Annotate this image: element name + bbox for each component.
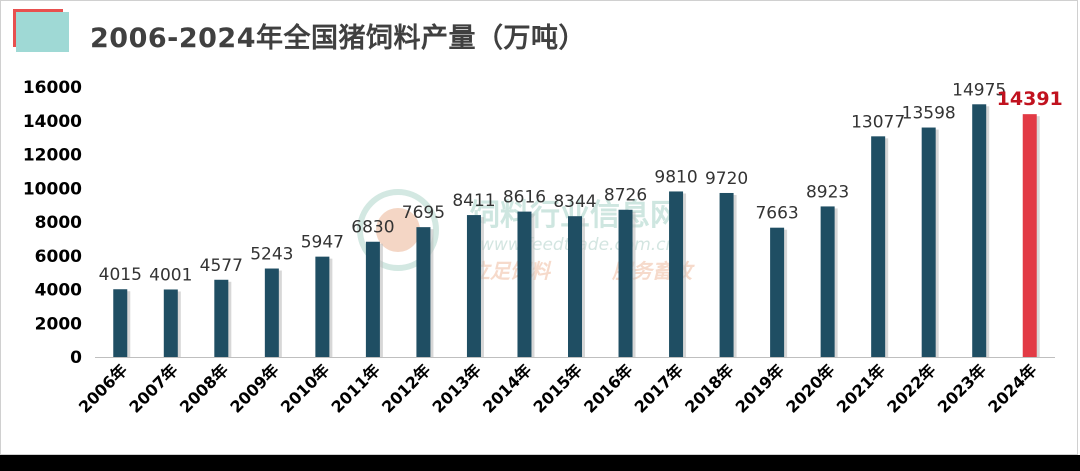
bar [416,227,431,357]
bar [568,216,582,357]
y-tick-label: 4000 [35,281,82,301]
x-tick-label: 2006年 [75,360,131,416]
x-tick-label: 2012年 [378,360,434,416]
chart-title: 2006-2024年全国猪饲料产量（万吨） [90,23,586,54]
data-label: 9720 [705,169,748,189]
data-label: 13598 [902,104,956,124]
data-label: 14391 [997,88,1063,110]
x-tick-label: 2013年 [429,360,485,416]
y-tick-label: 12000 [23,146,82,166]
data-label: 5947 [301,233,344,253]
x-tick-label: 2009年 [226,360,282,416]
x-tick-label: 2014年 [479,360,535,416]
bar-chart: 饲料行业信息网 www.feedtrade.com.cn 立足饲料 服务畜牧 0… [23,78,1063,417]
data-label: 7663 [755,204,798,224]
data-label: 8344 [553,192,596,212]
bar [719,192,734,357]
bar [315,256,330,357]
bar [921,127,936,357]
bar [618,209,633,357]
x-tick-label: 2019年 [732,360,788,416]
title-accent-line-vertical [13,9,16,47]
x-tick-label: 2023年 [934,360,990,416]
watermark-logo-center-icon [376,208,420,252]
data-label: 8411 [452,191,495,211]
x-tick-label: 2015年 [530,360,586,416]
x-tick-label: 2021年 [833,360,889,416]
x-tick-label: 2018年 [681,360,737,416]
y-tick-label: 0 [70,348,82,368]
data-label: 8923 [806,182,849,202]
x-tick-label: 2010年 [277,360,333,416]
data-label: 8616 [503,188,546,208]
bar [770,227,785,357]
data-label: 6830 [351,218,394,238]
y-tick-label: 14000 [23,112,82,132]
data-label: 14975 [952,80,1006,100]
watermark-logo-icon [357,189,439,271]
bar [669,191,684,357]
bar [113,289,128,357]
y-tick-label: 6000 [35,247,82,267]
data-label: 4015 [99,265,142,285]
x-tick-label: 2024年 [984,360,1040,416]
y-tick-label: 16000 [23,78,82,98]
data-label: 4001 [149,265,192,285]
bar [871,136,886,357]
bar [517,211,532,357]
x-tick-label: 2008年 [176,360,232,416]
bar [1022,114,1037,357]
data-label: 8726 [604,186,647,206]
bar [214,279,229,357]
bar [365,241,380,357]
data-label: 5243 [250,245,293,265]
bar [466,215,481,357]
title-accent-line [13,9,63,12]
x-tick-label: 2011年 [327,360,383,416]
footer-band [0,455,1080,471]
x-tick-label: 2022年 [883,360,939,416]
x-tick-label: 2016年 [580,360,636,416]
y-tick-label: 10000 [23,179,82,199]
data-label: 13077 [851,112,905,132]
chart-frame [0,0,1078,455]
bar [972,104,987,357]
x-tick-label: 2007年 [125,360,181,416]
y-tick-label: 2000 [35,314,82,334]
bar [820,206,835,357]
bar [264,268,279,357]
x-tick-label: 2020年 [782,360,838,416]
title-accent-box [16,12,69,52]
y-tick-label: 8000 [35,213,82,233]
data-label: 9810 [654,167,697,187]
bar [163,289,178,357]
x-tick-label: 2017年 [631,360,687,416]
data-label: 4577 [200,256,243,276]
data-label: 7695 [402,203,445,223]
